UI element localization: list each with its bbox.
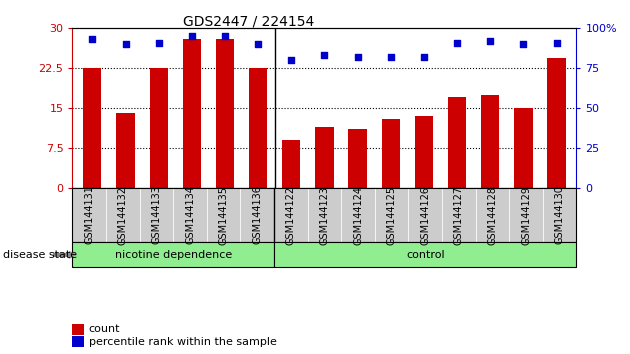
Text: GDS2447 / 224154: GDS2447 / 224154	[183, 14, 314, 28]
Text: nicotine dependence: nicotine dependence	[115, 250, 232, 260]
Bar	[547, 58, 566, 188]
Bar	[183, 39, 201, 188]
Bar	[83, 68, 101, 188]
Text: GSM144122: GSM144122	[286, 185, 296, 245]
Text: count: count	[89, 324, 120, 334]
Point	[419, 54, 429, 60]
Text: GSM144132: GSM144132	[118, 185, 128, 245]
Point	[220, 34, 230, 39]
Bar	[282, 140, 301, 188]
Point	[518, 41, 529, 47]
Bar	[149, 68, 168, 188]
Text: GSM144123: GSM144123	[319, 185, 329, 245]
Text: disease state: disease state	[3, 250, 77, 260]
Point	[154, 40, 164, 46]
Point	[485, 38, 495, 44]
Bar	[316, 127, 333, 188]
Point	[386, 54, 396, 60]
Bar	[514, 108, 532, 188]
Text: GSM144131: GSM144131	[84, 185, 94, 245]
Bar	[348, 129, 367, 188]
Text: GSM144127: GSM144127	[454, 185, 464, 245]
Bar	[117, 113, 135, 188]
Text: GSM144128: GSM144128	[488, 185, 498, 245]
Bar	[249, 68, 267, 188]
Text: GSM144135: GSM144135	[219, 185, 229, 245]
Point	[319, 53, 329, 58]
Text: GSM144126: GSM144126	[420, 185, 430, 245]
Bar	[481, 95, 500, 188]
Text: percentile rank within the sample: percentile rank within the sample	[89, 337, 277, 347]
Point	[551, 40, 561, 46]
Text: GSM144130: GSM144130	[554, 185, 564, 245]
Point	[286, 57, 296, 63]
Bar	[448, 97, 466, 188]
Text: GSM144124: GSM144124	[353, 185, 363, 245]
Text: GSM144133: GSM144133	[151, 185, 161, 245]
Point	[186, 34, 197, 39]
Bar	[415, 116, 433, 188]
Point	[88, 37, 98, 42]
Bar	[216, 39, 234, 188]
Text: control: control	[406, 250, 445, 260]
Point	[120, 41, 130, 47]
Bar	[382, 119, 400, 188]
Text: GSM144129: GSM144129	[521, 185, 531, 245]
Text: GSM144125: GSM144125	[387, 185, 397, 245]
Text: GSM144134: GSM144134	[185, 185, 195, 245]
Point	[452, 40, 462, 46]
Point	[353, 54, 363, 60]
Text: GSM144136: GSM144136	[252, 185, 262, 245]
Point	[253, 41, 263, 47]
